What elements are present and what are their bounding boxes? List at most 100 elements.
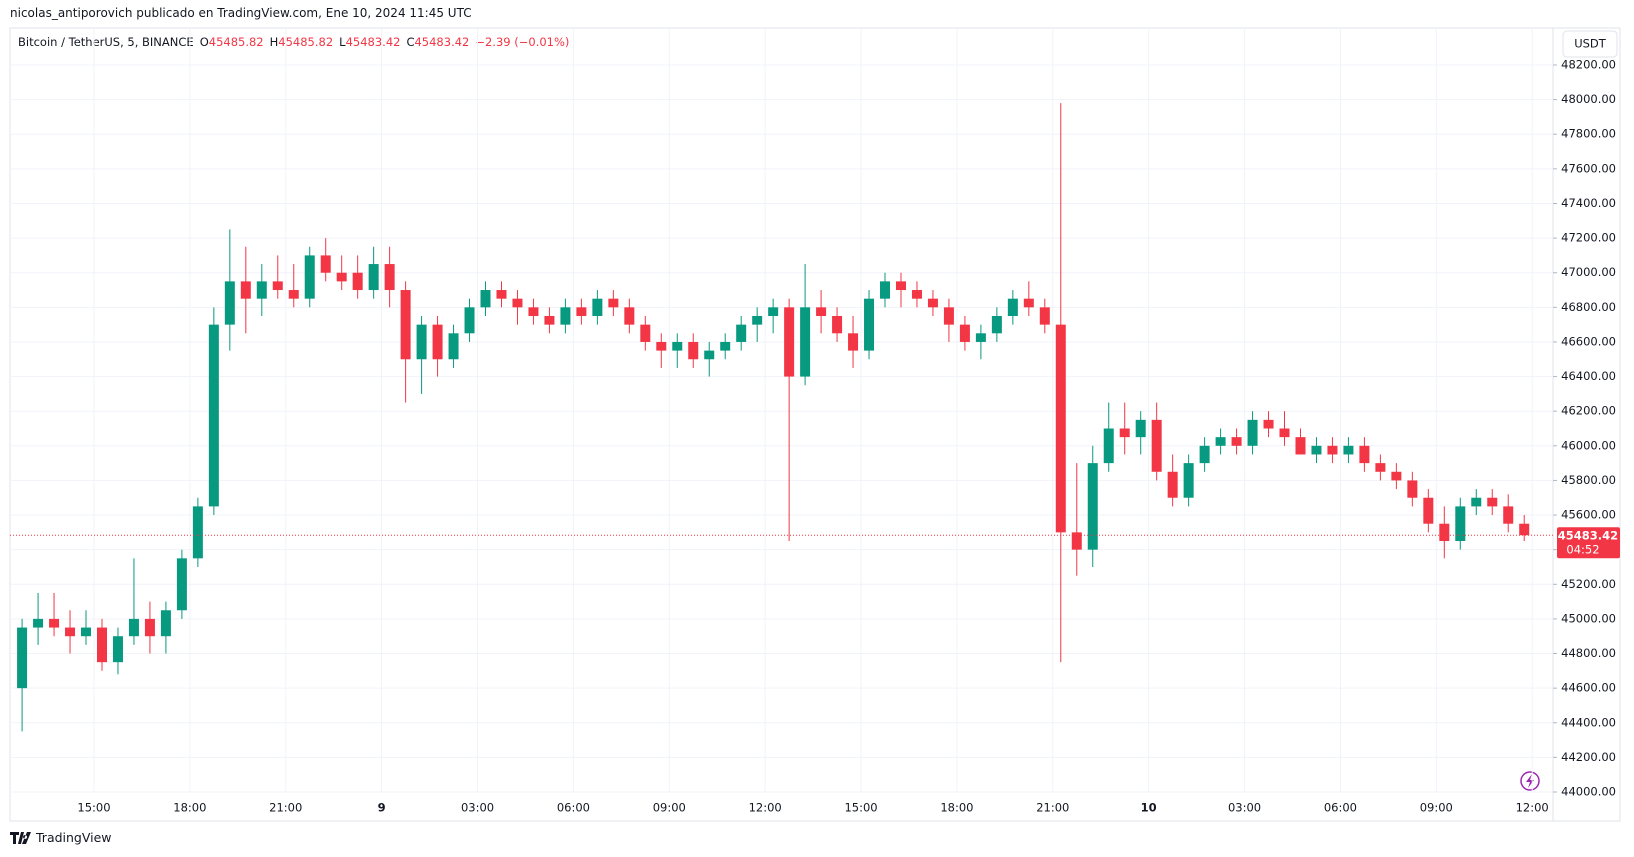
candle-body [720, 341, 731, 351]
candle-body [1215, 437, 1226, 446]
candle-body [464, 307, 475, 334]
candle-body [368, 264, 379, 291]
x-tick-label: 12:00 [1516, 801, 1549, 815]
candle-body [1311, 445, 1322, 455]
candle-body [1167, 471, 1178, 498]
y-tick-label: 46400.00 [1561, 369, 1616, 383]
price-change: −2.39 (−0.01%) [475, 35, 570, 49]
y-tick-label: 46000.00 [1561, 438, 1616, 452]
ohlc-key: C [406, 35, 415, 49]
candle-body [640, 324, 651, 342]
candle-body [1087, 463, 1098, 550]
candle-body [1455, 506, 1466, 542]
x-tick-label: 03:00 [1228, 801, 1261, 815]
candle-body [864, 298, 875, 351]
candle-body [65, 627, 76, 637]
candle-body [1007, 298, 1018, 316]
candle-body [880, 281, 891, 299]
candle-body [1519, 523, 1530, 536]
ohlc-key: O [199, 35, 209, 49]
grid [10, 28, 1553, 793]
candle-body [1055, 324, 1066, 533]
candle-body [352, 272, 363, 291]
currency-label: USDT [1574, 37, 1607, 51]
candle-body [496, 290, 507, 299]
candle-body [528, 307, 539, 316]
candle-body [736, 324, 747, 342]
y-tick-label: 44800.00 [1561, 646, 1616, 660]
alert-icon[interactable] [1520, 771, 1540, 791]
y-tick-label: 46200.00 [1561, 404, 1616, 418]
candle-body [895, 281, 906, 291]
candle-body [1391, 471, 1402, 481]
candle-body [704, 350, 715, 360]
x-tick-label: 12:00 [749, 801, 782, 815]
logo [10, 831, 31, 844]
currency-button[interactable] [1562, 30, 1618, 58]
y-tick-label: 47000.00 [1561, 265, 1616, 279]
candle-body [991, 315, 1002, 334]
x-tick-label: 03:00 [461, 801, 494, 815]
x-tick-label: 10 [1141, 801, 1157, 815]
candle-body [688, 341, 699, 360]
ohlc-value: 45483.42 [345, 35, 401, 49]
candle-body [128, 618, 139, 637]
y-tick-label: 47200.00 [1561, 231, 1616, 245]
candle-body [208, 324, 219, 507]
candle-body [304, 255, 315, 299]
candle-body [975, 333, 986, 342]
candle-body [1199, 445, 1210, 464]
candle-body [656, 341, 667, 351]
candle-body [448, 333, 459, 360]
candle-body [400, 290, 411, 360]
candle-body [576, 307, 587, 316]
x-tick-label: 06:00 [557, 801, 590, 815]
candle-body [1375, 463, 1386, 472]
x-tick-label: 21:00 [1036, 801, 1069, 815]
candle-body [1263, 419, 1274, 429]
candle-body [1439, 523, 1450, 542]
footer-brand: TradingView [36, 830, 112, 845]
candle-body [192, 506, 203, 559]
candle-body [560, 307, 571, 325]
y-tick-label: 48000.00 [1561, 92, 1616, 106]
candle-body [752, 315, 763, 325]
footer: TradingView [10, 830, 112, 845]
ohlc-key: H [269, 35, 279, 49]
candle-body [1119, 428, 1130, 438]
candle-body [272, 281, 283, 291]
candles [17, 103, 1530, 732]
candle-body [800, 307, 811, 377]
y-tick-label: 45000.00 [1561, 611, 1616, 625]
ohlc-value: 45485.82 [208, 35, 264, 49]
symbol-name: Bitcoin / TetherUS, 5, BINANCE [18, 35, 194, 49]
candle-body [1039, 307, 1050, 325]
candle-body [336, 272, 347, 282]
y-tick-label: 48200.00 [1561, 58, 1616, 72]
candle-body [1279, 428, 1290, 438]
candle-body [384, 264, 395, 291]
candle-body [81, 627, 92, 637]
candle-body [96, 627, 107, 663]
candle-body [959, 324, 970, 342]
candle-body [480, 290, 491, 308]
y-tick-label: 46800.00 [1561, 300, 1616, 314]
candle-body [832, 315, 843, 334]
candle-body [1471, 497, 1482, 507]
x-tick-label: 9 [378, 801, 386, 815]
candle-body [784, 307, 795, 377]
candle-body [256, 281, 267, 299]
y-tick-label: 47400.00 [1561, 196, 1616, 210]
ohlc-key: L [339, 35, 346, 49]
candle-body [544, 315, 555, 325]
candle-body [224, 281, 235, 325]
candle-body [1295, 437, 1306, 455]
candle-body [816, 307, 827, 316]
symbol-legend: Bitcoin / TetherUS, 5, BINANCE O45485.82 H… [18, 35, 569, 49]
candle-body [1487, 497, 1498, 507]
x-tick-label: 15:00 [77, 801, 110, 815]
candle-body [1327, 445, 1338, 455]
x-tick-label: 18:00 [940, 801, 973, 815]
